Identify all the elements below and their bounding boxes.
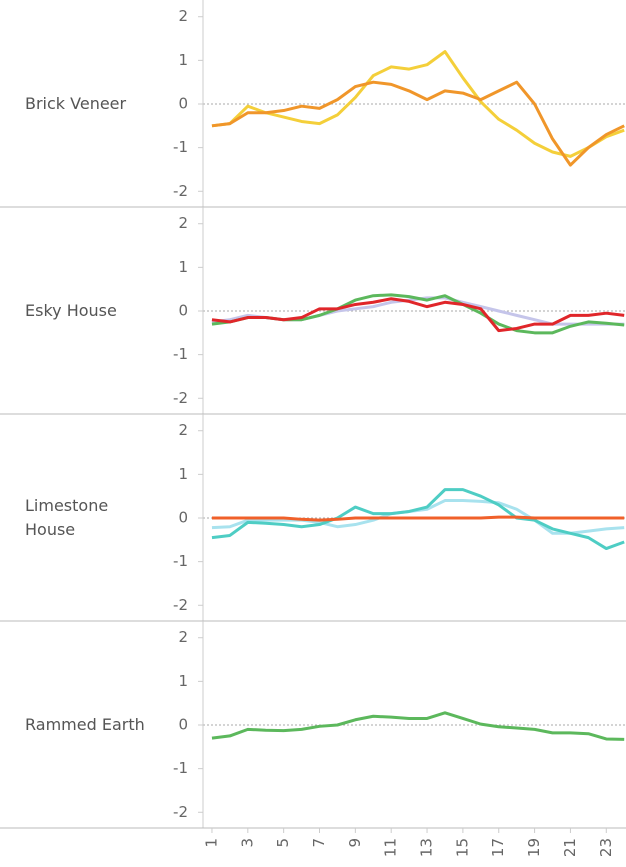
y-tick-label: 2 <box>178 7 188 25</box>
y-tick-label: -2 <box>173 803 188 821</box>
series-line <box>211 297 625 333</box>
y-tick-label: 0 <box>178 95 188 113</box>
series-line <box>211 50 625 158</box>
y-tick-label: 2 <box>178 628 188 646</box>
y-tick-label: 0 <box>178 509 188 527</box>
y-tick-label: -1 <box>173 759 188 777</box>
y-tick-label: -2 <box>173 182 188 200</box>
y-tick-label: 1 <box>178 258 188 276</box>
y-tick-label: 2 <box>178 421 188 439</box>
x-tick-label: 21 <box>561 838 579 857</box>
y-tick-label: 1 <box>178 672 188 690</box>
row-label: Esky House <box>25 301 117 320</box>
series-line <box>211 488 625 551</box>
y-tick-label: -1 <box>173 138 188 156</box>
y-tick-label: 0 <box>178 302 188 320</box>
row-label: Brick Veneer <box>25 94 127 113</box>
y-tick-label: 1 <box>178 465 188 483</box>
x-tick-label: 15 <box>453 838 471 857</box>
x-tick-label: 3 <box>238 838 256 848</box>
x-tick-label: 9 <box>346 838 364 848</box>
y-tick-label: -2 <box>173 596 188 614</box>
x-tick-label: 1 <box>202 838 220 848</box>
x-tick-label: 11 <box>382 838 400 857</box>
x-tick-label: 23 <box>597 838 615 857</box>
x-tick-label: 19 <box>525 838 543 857</box>
y-tick-label: -2 <box>173 389 188 407</box>
series-line <box>211 711 625 741</box>
y-tick-label: -1 <box>173 345 188 363</box>
y-tick-label: 2 <box>178 214 188 232</box>
row-label: Rammed Earth <box>25 715 145 734</box>
y-tick-label: -1 <box>173 552 188 570</box>
x-tick-label: 17 <box>489 838 507 857</box>
x-tick-label: 13 <box>418 838 436 857</box>
series-line <box>211 293 625 335</box>
y-tick-label: 0 <box>178 716 188 734</box>
x-tick-label: 7 <box>310 838 328 848</box>
x-tick-label: 5 <box>274 838 292 848</box>
series-line <box>211 80 625 167</box>
series-line <box>211 515 625 522</box>
row-label: Limestone House <box>25 496 109 539</box>
y-tick-label: 1 <box>178 51 188 69</box>
